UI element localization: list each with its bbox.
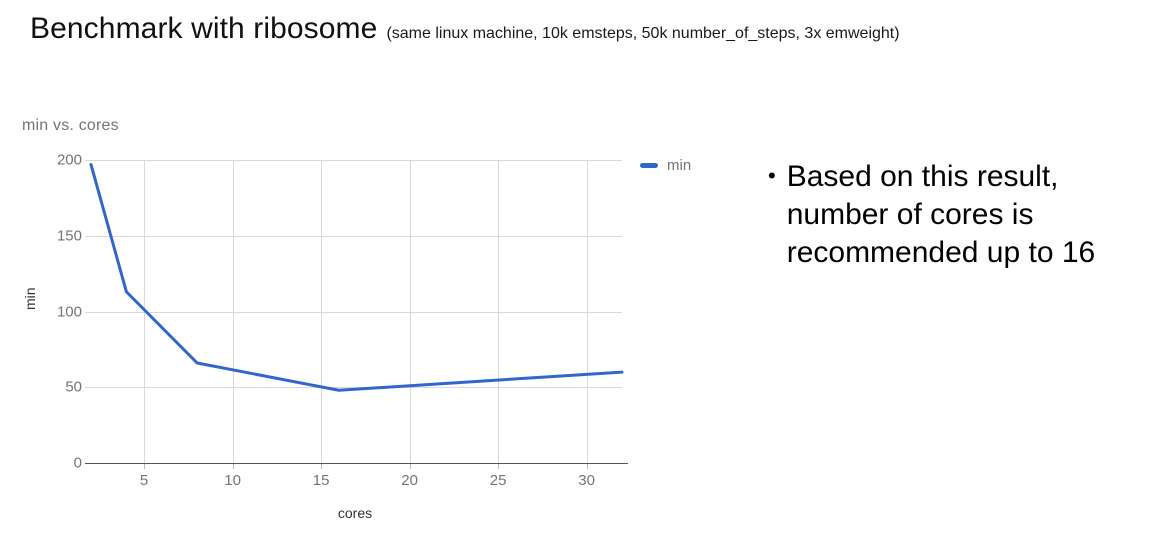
- slide-title-main: Benchmark with ribosome: [30, 12, 378, 45]
- chart-legend[interactable]: min: [640, 157, 691, 174]
- plot-area: 0 50 100 150 200 5 10 15 20 25 30: [57, 152, 628, 489]
- y-tick-label: 0: [73, 454, 82, 472]
- x-tick-stub: [586, 463, 588, 469]
- y-tick-stub: [85, 387, 91, 389]
- x-tick-stub: [409, 463, 411, 469]
- y-tick-label: 150: [56, 227, 82, 245]
- x-axis-baseline: [85, 462, 628, 464]
- slide-title-subtitle: (same linux machine, 10k emsteps, 50k nu…: [386, 25, 900, 42]
- chart-title: min vs. cores: [22, 117, 119, 134]
- y-tick-label: 200: [56, 151, 82, 169]
- x-tick-stub: [498, 463, 500, 469]
- gridline-vertical: [498, 160, 500, 463]
- x-tick-stub: [232, 463, 234, 469]
- series-polyline-min: [89, 163, 624, 392]
- bullet-marker-icon: •: [768, 163, 776, 188]
- x-tick-label: 5: [139, 472, 149, 489]
- x-tick-stub: [144, 463, 146, 469]
- gridline-horizontal: [91, 235, 622, 237]
- x-tick-label: 30: [578, 472, 595, 489]
- y-tick-stub: [85, 160, 91, 161]
- bullet-list: • Based on this result, number of cores …: [768, 158, 1138, 272]
- x-tick-stub: [321, 463, 323, 469]
- x-axis-title: cores: [337, 505, 373, 521]
- gridline-vertical: [232, 160, 234, 463]
- x-tick-label: 15: [312, 472, 330, 489]
- gridline-vertical: [409, 160, 411, 463]
- x-tick-label: 25: [489, 472, 507, 489]
- legend-label-min: min: [667, 157, 692, 174]
- gridline-horizontal: [91, 160, 622, 161]
- y-tick-label: 100: [56, 303, 82, 320]
- gridline-vertical: [586, 160, 588, 463]
- x-tick-label: 10: [224, 472, 241, 489]
- slide-title: Benchmark with ribosome (same linux mach…: [30, 12, 1120, 46]
- y-axis-title: min: [22, 287, 38, 310]
- bullet-text: Based on this result, number of cores is…: [786, 160, 1096, 270]
- series-line-min: [89, 163, 624, 392]
- y-tick-stub: [85, 235, 91, 237]
- x-tick-label: 20: [401, 472, 418, 489]
- chart-container: min vs. cores min cores 0 50 100 150 200 5 10…: [0, 105, 760, 535]
- legend-swatch-min: [640, 163, 658, 168]
- gridline-horizontal: [91, 311, 622, 313]
- list-item: • Based on this result, number of cores …: [768, 158, 1138, 272]
- y-tick-stub: [85, 311, 91, 313]
- gridline-vertical: [321, 160, 323, 463]
- y-tick-label: 50: [65, 378, 82, 396]
